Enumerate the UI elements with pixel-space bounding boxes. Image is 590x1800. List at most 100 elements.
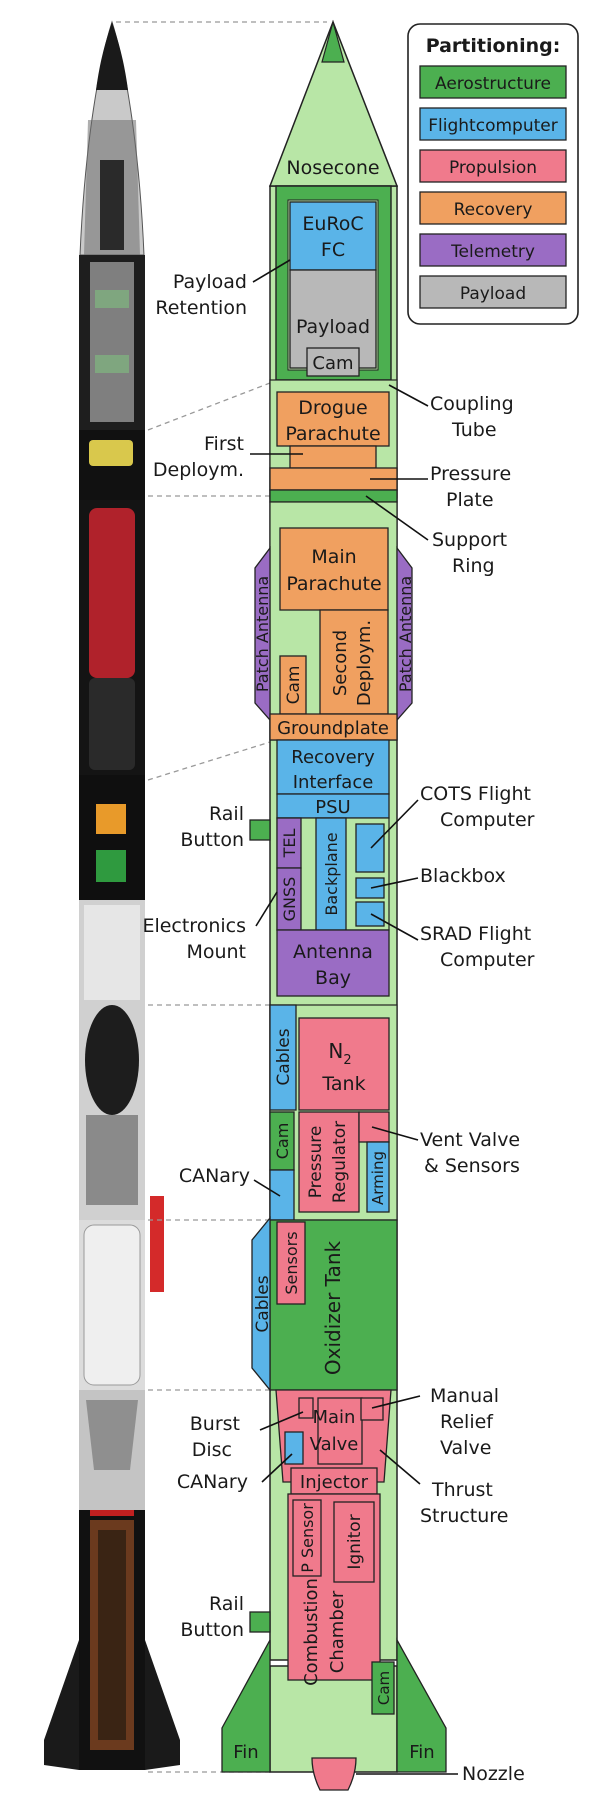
cots-flight-computer-callout: COTS Flight bbox=[420, 783, 531, 805]
cam-label: Cam bbox=[375, 1671, 393, 1705]
cots-flight-computer-callout: Computer bbox=[440, 809, 535, 831]
cam-label: Cam bbox=[312, 353, 353, 374]
leader-line bbox=[255, 891, 278, 927]
thrust-structure-callout: Structure bbox=[420, 1505, 508, 1527]
second-deploy-label: Deploym. bbox=[354, 620, 375, 706]
arming-block bbox=[366, 1141, 390, 1213]
tel-label: TEL bbox=[280, 829, 299, 859]
main-valve-label: Main bbox=[313, 1407, 356, 1428]
pressure-plate-callout: Plate bbox=[446, 489, 494, 511]
antenna-bay-label: Bay bbox=[315, 967, 351, 989]
cam-label: Cam bbox=[284, 666, 304, 705]
canary-upper-block bbox=[269, 1169, 295, 1221]
pressure-regulator-label: Pressure bbox=[306, 1126, 326, 1199]
first-deployment-block bbox=[289, 445, 377, 469]
nozzle-block bbox=[311, 1757, 357, 1791]
leader-line bbox=[371, 1126, 419, 1141]
legend-label-aerostructure: Aerostructure bbox=[435, 74, 551, 94]
rail-button-callout: Rail bbox=[209, 803, 244, 825]
legend-label-payload: Payload bbox=[460, 284, 526, 304]
legend: Partitioning: Aerostructure Flightcompute… bbox=[407, 23, 579, 325]
legend-swatch-telemetry bbox=[419, 233, 567, 267]
burst-disc-callout: Burst bbox=[190, 1413, 240, 1435]
euroc-fc-label: EuRoC bbox=[302, 213, 363, 235]
main-valve-label: Valve bbox=[310, 1434, 359, 1455]
pressure-plate-callout: Pressure bbox=[430, 463, 511, 485]
cam-label: Cam bbox=[273, 1123, 292, 1160]
legend-swatch-flightcomputer bbox=[419, 107, 567, 141]
cam-payload-block bbox=[306, 347, 360, 377]
patch-antenna-right bbox=[396, 546, 413, 722]
drogue-label: Drogue bbox=[298, 397, 367, 419]
drogue-parachute-block bbox=[276, 391, 390, 447]
rail-button-upper bbox=[249, 819, 271, 841]
support-ring-block bbox=[269, 489, 398, 503]
rail-button-lower bbox=[249, 1611, 271, 1633]
leader-line bbox=[261, 1453, 293, 1483]
blackbox-block bbox=[355, 877, 385, 899]
payload-retention-callout: Payload bbox=[173, 271, 247, 293]
gnss-label: GNSS bbox=[280, 877, 299, 922]
rocket-render bbox=[44, 20, 180, 1770]
second-deploy-label: Second bbox=[330, 630, 351, 696]
electronics-mount-callout: Electronics bbox=[142, 915, 246, 937]
leader-line bbox=[253, 1179, 281, 1197]
oxidizer-tank-label: Oxidizer Tank bbox=[321, 1240, 345, 1375]
leader-line bbox=[388, 384, 429, 407]
cots-fc-block bbox=[355, 823, 385, 873]
main-parachute-label: Parachute bbox=[286, 573, 381, 595]
patch-antenna-label: Patch Antenna bbox=[253, 576, 272, 692]
coupling-tube-callout: Coupling bbox=[430, 393, 514, 415]
backplane-block bbox=[315, 817, 347, 931]
cables-lower-block bbox=[251, 1216, 271, 1392]
cam-bottom-block bbox=[371, 1661, 395, 1715]
fin-right-block bbox=[396, 1637, 447, 1773]
payload-label: Payload bbox=[296, 316, 370, 338]
patch-antenna-label: Patch Antenna bbox=[396, 576, 415, 692]
groundplate-label: Groundplate bbox=[277, 718, 389, 739]
burst-disc-block bbox=[298, 1397, 314, 1419]
p-sensor-label: P Sensor bbox=[298, 1503, 317, 1573]
antenna-bay-block bbox=[276, 929, 390, 997]
leader-line bbox=[371, 1395, 421, 1409]
blackbox-callout: Blackbox bbox=[420, 865, 506, 887]
canary-lower-block bbox=[284, 1431, 304, 1465]
sensors-block bbox=[276, 1221, 306, 1305]
n2-tank-label: N2 bbox=[328, 1039, 351, 1068]
connector-line bbox=[147, 741, 271, 781]
cam-propulsion-block bbox=[269, 1111, 295, 1171]
connector-line bbox=[147, 382, 271, 431]
cam-recovery-block bbox=[279, 655, 307, 715]
rail-button-callout: Button bbox=[180, 829, 244, 851]
injector-label: Injector bbox=[300, 1472, 369, 1493]
gnss-block bbox=[276, 867, 302, 931]
psu-label: PSU bbox=[315, 797, 350, 818]
euroc-fc-block bbox=[289, 201, 377, 271]
legend-swatch-recovery bbox=[419, 191, 567, 225]
vent-valve-callout: Vent Valve bbox=[420, 1129, 520, 1151]
pressure-regulator-label: Regulator bbox=[330, 1121, 350, 1203]
legend-swatch-aerostructure bbox=[419, 65, 567, 99]
canary-callout: CANary bbox=[179, 1165, 250, 1187]
antenna-bay-label: Antenna bbox=[293, 941, 373, 963]
combustion-chamber-label: Combustion bbox=[301, 1578, 322, 1686]
combustion-chamber-label: Chamber bbox=[327, 1590, 348, 1673]
nosecone-label: Nosecone bbox=[286, 157, 379, 179]
fin-label: Fin bbox=[409, 1742, 434, 1763]
fin-left-block bbox=[221, 1639, 271, 1773]
cables-label: Cables bbox=[274, 1028, 294, 1085]
manual-relief-valve-callout: Valve bbox=[440, 1437, 491, 1459]
p-sensor-block bbox=[292, 1499, 322, 1577]
injector-block bbox=[290, 1467, 378, 1495]
cables-label: Cables bbox=[253, 1275, 273, 1332]
patch-antenna-left bbox=[254, 546, 271, 722]
leader-line bbox=[365, 495, 429, 541]
main-parachute-block bbox=[279, 527, 389, 611]
payload-retention-callout: Retention bbox=[155, 297, 247, 319]
first-deployment-callout: First bbox=[204, 433, 244, 455]
backplane-label: Backplane bbox=[322, 832, 341, 915]
n2-tank-block bbox=[298, 1017, 390, 1111]
leader-line bbox=[370, 799, 419, 849]
burst-disc-callout: Disc bbox=[192, 1439, 232, 1461]
